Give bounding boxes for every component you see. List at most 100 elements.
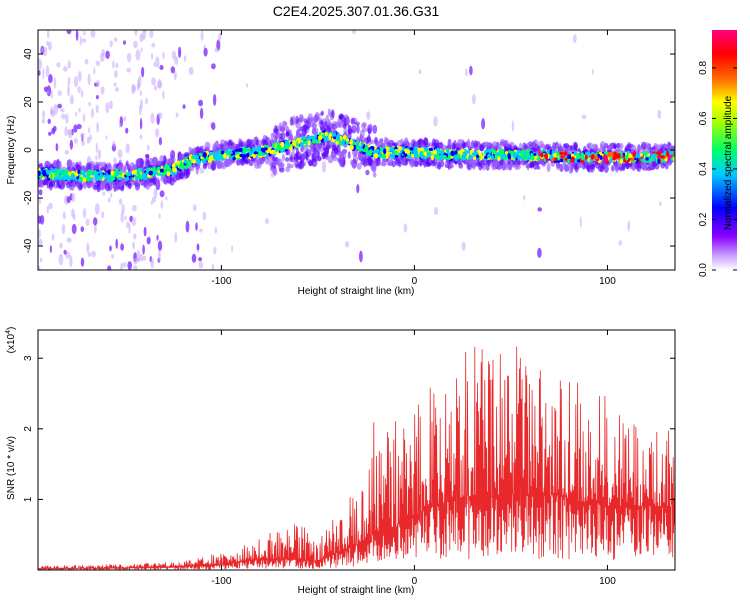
spectrogram-cell — [527, 141, 534, 146]
spectrogram-cell — [239, 141, 244, 147]
spectrogram-cell — [261, 138, 266, 147]
spectrogram-cell — [156, 166, 161, 171]
spectrogram-cell — [57, 90, 62, 96]
spectrogram-cell — [499, 150, 504, 155]
colorbar-tick-label: 0.6 — [698, 111, 709, 125]
spectrogram-cell — [465, 140, 471, 147]
y-tick-label: -40 — [23, 238, 34, 253]
spectrogram-cell — [324, 131, 328, 137]
spectrogram-cell — [517, 149, 521, 154]
spectrogram-cell — [66, 196, 71, 204]
spectrogram-cell — [150, 257, 155, 269]
spectrogram-cell — [356, 162, 362, 170]
spectrogram-cell — [510, 150, 514, 156]
spectrogram-cell — [64, 126, 68, 137]
spectrogram-cell — [195, 222, 198, 231]
spectrogram-cell — [373, 152, 379, 159]
spectrogram-cell — [471, 94, 476, 105]
spectrogram-cell — [431, 161, 436, 167]
spectrogram-cell — [95, 60, 101, 67]
spectrogram-cell — [298, 155, 303, 160]
spectrogram-cell — [113, 37, 118, 42]
spectrogram-cell — [140, 99, 143, 110]
spectrogram-cell — [546, 162, 551, 173]
spectrogram-cell — [59, 170, 64, 174]
snr-series-line — [38, 346, 675, 570]
spectrogram-cell — [162, 90, 165, 100]
spectrogram-cell — [446, 148, 450, 155]
spectrogram-cell — [273, 134, 277, 140]
spectrogram-cell — [105, 135, 108, 140]
spectrogram-cell — [434, 206, 439, 216]
spectrogram-cell — [183, 159, 188, 164]
spectrogram-cell — [572, 34, 577, 44]
spectrogram-cell — [433, 116, 438, 127]
spectrogram-cell — [140, 47, 143, 53]
spectrogram-cell — [67, 85, 70, 97]
spectrogram-cell — [292, 140, 297, 147]
spectrogram-cell — [559, 158, 564, 163]
spectrogram-cell — [640, 141, 647, 150]
spectrogram-cell — [183, 55, 187, 62]
spectrogram-cell — [99, 182, 104, 191]
spectrogram-cell — [305, 151, 309, 161]
spectrogram-cell — [49, 245, 53, 254]
spectrogram-cell — [324, 136, 329, 143]
spectrogram-cell — [347, 128, 353, 135]
spectrogram-cell — [75, 30, 79, 41]
spectrogram-cell — [428, 147, 433, 151]
spectrogram-cell — [54, 172, 58, 178]
spectrogram-cell — [267, 157, 273, 167]
spectrogram-cell — [420, 154, 425, 160]
spectrogram-cell — [97, 149, 102, 160]
spectrogram-cell — [289, 164, 294, 169]
spectrogram-cell — [191, 159, 196, 164]
spectrogram-cell — [151, 158, 155, 163]
spectrogram-cell — [584, 154, 588, 160]
spectrogram-cell — [257, 145, 262, 152]
spectrogram-cell — [172, 167, 176, 172]
spectrogram-cell — [338, 114, 343, 120]
spectrogram-cell — [668, 151, 674, 156]
spectrogram-cell — [110, 175, 115, 179]
spectrogram-cell — [150, 200, 153, 205]
spectrogram-cell — [242, 147, 246, 153]
spectrogram-cell — [602, 155, 608, 160]
spectrogram-cell — [625, 162, 630, 169]
spectrogram-cell — [295, 115, 299, 125]
spectrogram-cell — [636, 157, 639, 164]
spectrogram-cell — [523, 157, 528, 161]
spectrogram-cell — [156, 234, 159, 241]
spectrogram-cell — [372, 164, 377, 174]
spectrogram-cell — [139, 134, 143, 140]
spectrogram-cell — [242, 150, 246, 155]
snr-x-ticks: -100 0 100 — [211, 330, 616, 587]
spectrogram-cell — [53, 125, 57, 132]
spectrogram-cell — [473, 156, 477, 161]
spectrogram-cell — [666, 150, 670, 157]
spectrogram-cell — [113, 82, 117, 87]
spectrogram-cell — [657, 158, 661, 165]
spectrogram-cell — [45, 65, 50, 78]
spectrogram-cell — [349, 144, 354, 150]
spectrogram-cell — [158, 137, 162, 146]
spectrogram-cell — [67, 76, 71, 87]
spectrogram-cell — [316, 155, 322, 162]
spectrogram-cell — [115, 238, 118, 249]
spectrogram-cell — [465, 68, 468, 77]
spectrogram-cell — [290, 151, 296, 158]
spectrogram-cell — [138, 75, 142, 87]
spectrogram-cell — [524, 144, 529, 150]
spectrogram-cell — [195, 165, 199, 175]
spectrogram-cell — [285, 157, 290, 162]
spectrogram-cell — [133, 233, 137, 240]
spectrogram-cell — [144, 180, 151, 190]
spectrogram-cell — [157, 78, 162, 89]
spectrogram-cell — [71, 174, 76, 179]
spectrogram-cell — [166, 170, 171, 177]
spectrogram-cell — [284, 140, 290, 147]
spectrogram-cell — [336, 135, 341, 140]
spectrogram-cell — [196, 243, 200, 251]
spectrogram-cell — [245, 152, 250, 158]
spectrogram-cell — [120, 262, 123, 270]
